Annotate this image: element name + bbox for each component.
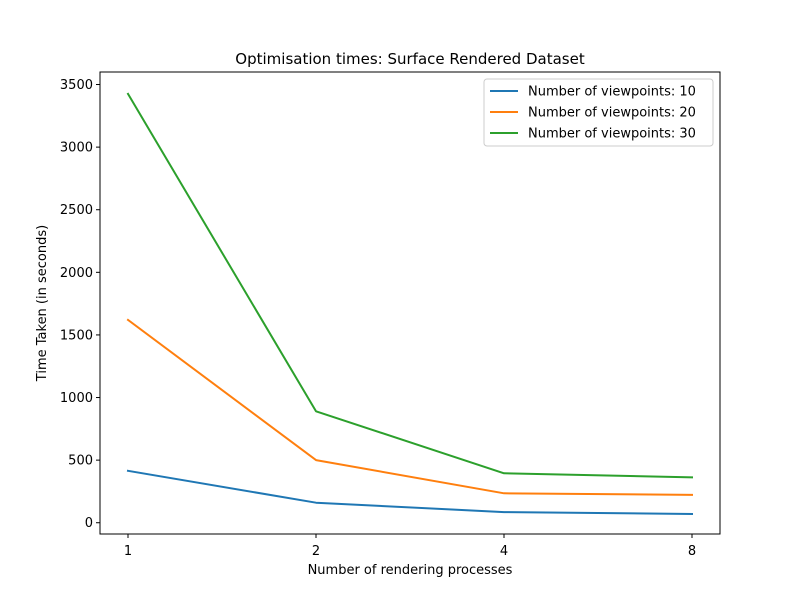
- legend-label: Number of viewpoints: 10: [528, 85, 696, 100]
- x-tick-label: 4: [500, 544, 508, 559]
- series-line-2: [126, 318, 694, 496]
- legend-label: Number of viewpoints: 20: [528, 106, 696, 121]
- plot-area: [99, 71, 721, 535]
- series-lines: [126, 92, 694, 516]
- y-tick-label: 1000: [60, 391, 93, 406]
- series-line-3: [126, 92, 694, 479]
- legend-box: [483, 78, 714, 147]
- x-tick-label: 1: [124, 544, 132, 559]
- x-axis-label: Number of rendering processes: [308, 563, 513, 578]
- y-tick-label: 2500: [60, 203, 93, 218]
- y-tick-label: 1500: [60, 328, 93, 343]
- x-tick-label: 2: [312, 544, 320, 559]
- y-tick-label: 2000: [60, 266, 93, 281]
- chart-title: Optimisation times: Surface Rendered Dat…: [235, 50, 585, 68]
- x-tick-label: 8: [688, 544, 696, 559]
- y-axis: 0 500 1000 1500 2000 2500 3000 3500: [60, 78, 100, 531]
- legend: Number of viewpoints: 10 Number of viewpo…: [483, 78, 714, 147]
- legend-label: Number of viewpoints: 30: [528, 127, 696, 142]
- y-tick-label: 0: [85, 516, 93, 531]
- y-tick-label: 3500: [60, 78, 93, 93]
- y-axis-label: Time Taken (in seconds): [35, 225, 50, 382]
- y-tick-label: 3000: [60, 141, 93, 156]
- x-axis: 1 2 4 8: [124, 534, 696, 559]
- series-line-1: [126, 469, 694, 516]
- y-tick-label: 500: [68, 454, 93, 469]
